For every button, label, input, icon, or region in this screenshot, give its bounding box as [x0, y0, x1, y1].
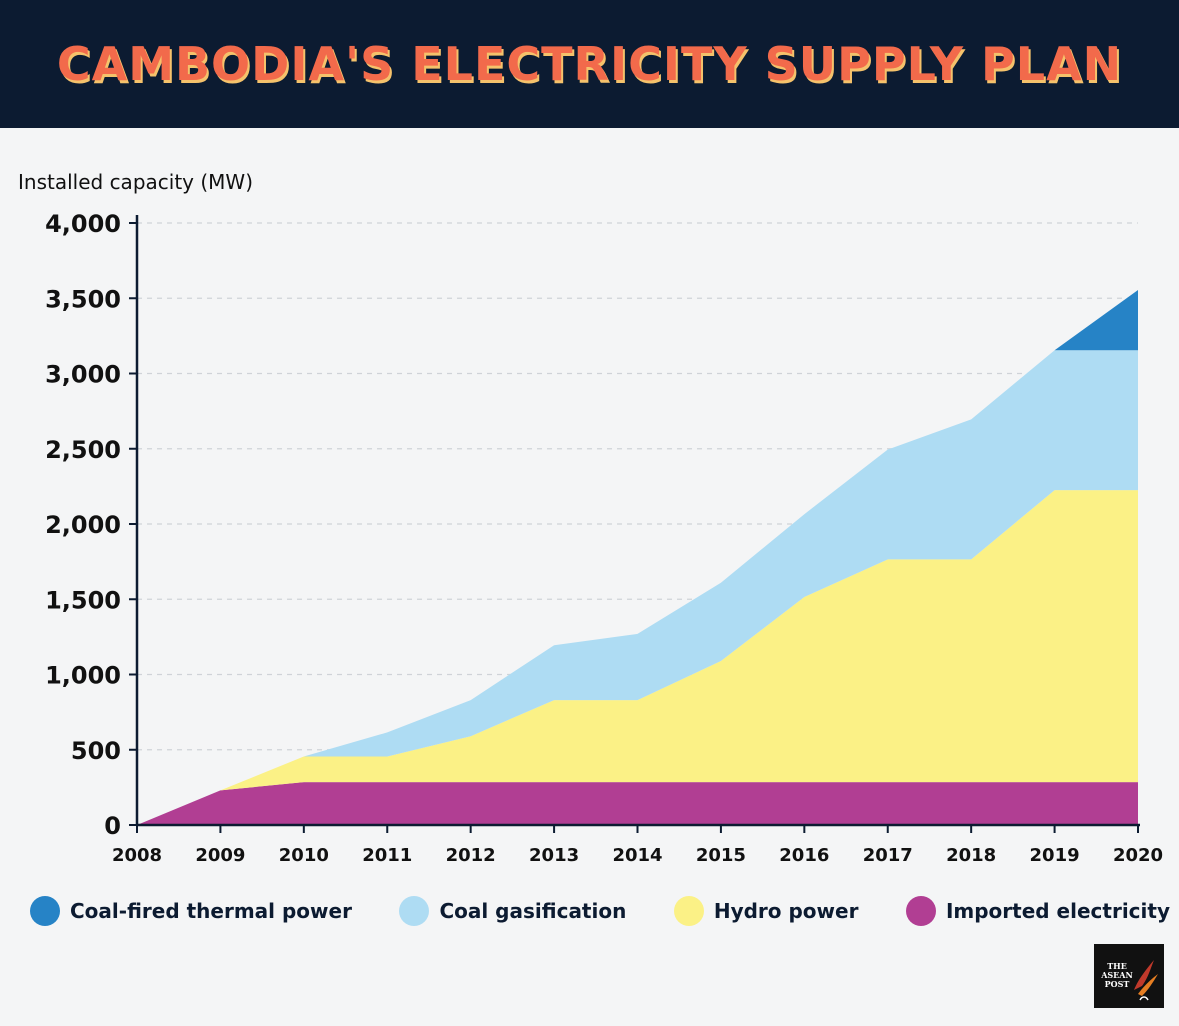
stacked-area-chart: 0 500 1,000 1,500 2,000 2,500 3,000 3,500 4,000 2…: [18, 170, 1163, 866]
legend-item-coal-gasification: Coal gasification: [399, 896, 626, 926]
x-tick-label: 2017: [863, 845, 913, 866]
y-tick-label: 1,500: [45, 586, 121, 614]
x-tick-label: 2013: [529, 845, 579, 866]
legend-item-hydro: Hydro power: [673, 896, 859, 926]
legend-label: Coal-fired thermal power: [70, 899, 352, 923]
y-axis-label: Installed capacity (MW): [18, 170, 253, 194]
legend-swatch-coal-gasification: [399, 896, 430, 926]
x-tick-label: 2015: [696, 845, 746, 866]
legend: Coal-fired thermal power Coal gasificati…: [30, 893, 1170, 929]
legend-item-imported: Imported electricity: [905, 896, 1170, 926]
logo-line: THE: [1107, 961, 1127, 971]
x-tick-label: 2014: [612, 845, 662, 866]
asean-post-logo: THE ASEAN POST: [1094, 944, 1164, 1008]
area-series-coal-gasification: [137, 350, 1138, 825]
x-tick-label: 2008: [112, 845, 162, 866]
logo-text: THE ASEAN POST: [1100, 962, 1134, 989]
y-tick-label: 3,500: [45, 285, 121, 313]
x-tick-label: 2011: [362, 845, 412, 866]
logo-line: POST: [1104, 979, 1130, 989]
data-areas: [137, 290, 1138, 825]
logo-line: ASEAN: [1101, 970, 1133, 980]
legend-label: Hydro power: [713, 899, 859, 923]
y-tick-label: 1,000: [45, 662, 121, 690]
y-tick-label: 500: [71, 737, 121, 765]
x-tick-label: 2018: [946, 845, 996, 866]
bird-logo-icon: [1134, 960, 1158, 1001]
legend-swatch-coal-fired: [30, 896, 60, 926]
area-series-hydro-power: [137, 490, 1138, 825]
x-tick-label: 2009: [195, 845, 245, 866]
axes: [129, 215, 1140, 833]
x-tick-label: 2020: [1113, 845, 1163, 866]
legend-label: Imported electricity: [945, 899, 1170, 923]
legend-label: Coal gasification: [439, 899, 627, 923]
legend-swatch-hydro: [673, 896, 704, 926]
x-tick-label: 2019: [1030, 845, 1080, 866]
tick-labels: 0 500 1,000 1,500 2,000 2,500 3,000 3,500 4,000 2…: [45, 210, 1163, 866]
y-tick-label: 4,000: [45, 210, 121, 238]
y-tick-label: 2,000: [45, 511, 121, 539]
legend-item-coal-fired: Coal-fired thermal power: [30, 896, 352, 926]
x-tick-label: 2012: [446, 845, 496, 866]
y-tick-label: 0: [104, 812, 121, 840]
chart-title: CAMBODIA'S ELECTRICITY SUPPLY PLAN: [56, 37, 1123, 91]
header-bar: CAMBODIA'S ELECTRICITY SUPPLY PLAN: [0, 0, 1179, 128]
y-tick-label: 2,500: [45, 436, 121, 464]
legend-swatch-imported: [905, 896, 936, 926]
x-tick-label: 2016: [779, 845, 829, 866]
area-series-imported-electricity: [137, 782, 1138, 825]
chart-area: 0 500 1,000 1,500 2,000 2,500 3,000 3,500 4,000 2…: [0, 150, 1179, 870]
y-tick-label: 3,000: [45, 361, 121, 389]
x-tick-label: 2010: [279, 845, 329, 866]
